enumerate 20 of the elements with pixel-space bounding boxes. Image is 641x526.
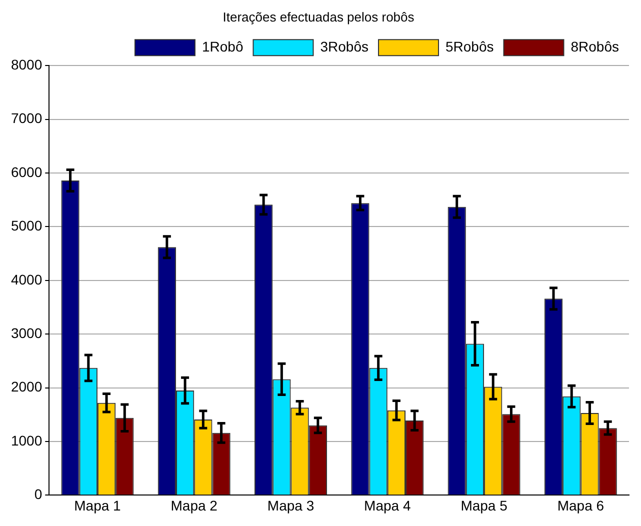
x-tick-label: Mapa 4 [364,497,411,514]
y-tick-label: 3000 [10,324,42,341]
y-tick-label: 7000 [10,110,42,126]
legend-label: 1Robô [202,38,244,54]
y-tick-label: 4000 [10,271,42,288]
x-tick-label: Mapa 5 [460,497,508,514]
y-tick-label: 8000 [10,56,42,72]
x-tick-label: Mapa 1 [74,497,122,514]
y-tick-label: 1000 [10,432,42,448]
x-tick-label: Mapa 6 [557,497,604,514]
legend-label: 3Robôs [320,38,368,54]
y-tick-label: 5000 [10,218,42,234]
x-tick-label: Mapa 3 [267,497,314,514]
legend-label: 8Robôs [570,38,620,54]
x-tick-label: Mapa 2 [170,497,218,514]
y-tick-label: 2000 [10,378,42,395]
y-tick-label: 6000 [10,164,42,180]
legend-label: 5Robôs [445,38,494,54]
chart-title: Iterações efectuadas pelos robôs [222,9,415,24]
y-tick-label: 0 [34,486,42,502]
